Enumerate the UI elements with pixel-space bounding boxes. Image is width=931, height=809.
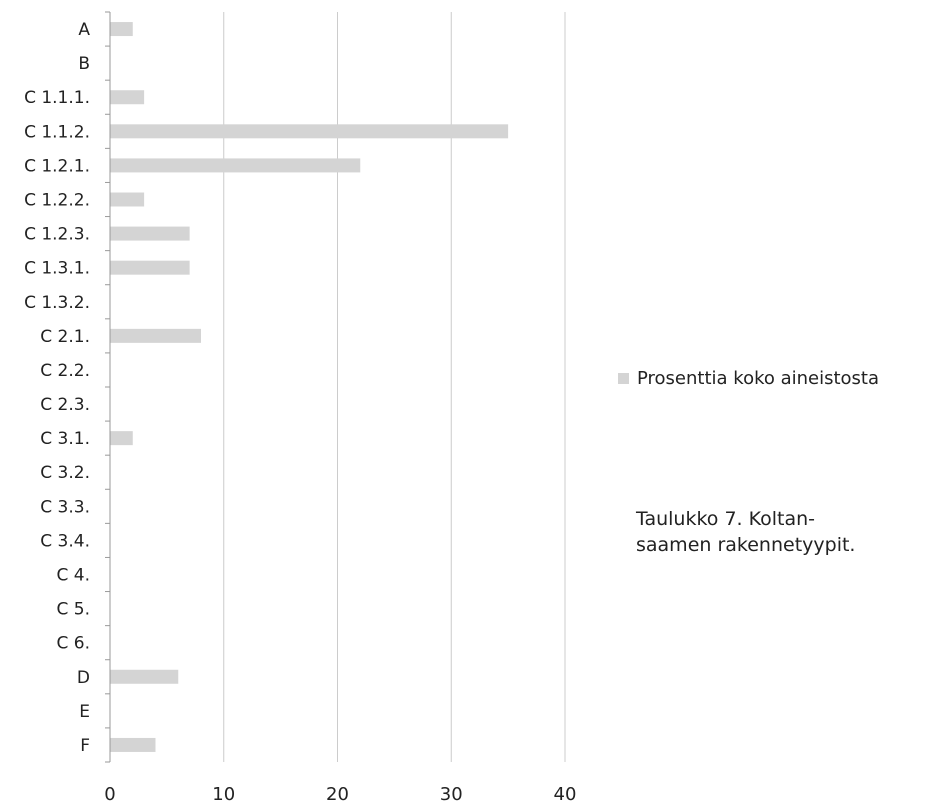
- legend-swatch: [618, 373, 629, 384]
- category-label: C 1.2.1.: [24, 156, 90, 176]
- x-tick-label: 30: [440, 784, 463, 805]
- category-label: C 4.: [57, 566, 91, 586]
- category-label: C 5.: [57, 600, 91, 620]
- bar: [110, 124, 509, 139]
- category-label: C 3.2.: [40, 463, 90, 483]
- bar: [110, 260, 190, 275]
- bar: [110, 22, 133, 37]
- bar: [110, 226, 190, 241]
- x-tick-label: 10: [212, 784, 235, 805]
- bars: [110, 22, 509, 752]
- bar: [110, 90, 145, 105]
- category-label: C 1.1.2.: [24, 122, 90, 142]
- category-label: C 1.1.1.: [24, 88, 90, 108]
- category-label: C 3.3.: [40, 497, 90, 517]
- x-tick-labels: 0 10 20 30 40: [104, 784, 576, 805]
- category-label: C 3.4.: [40, 531, 90, 551]
- category-label: C 1.3.2.: [24, 293, 90, 313]
- bar: [110, 192, 145, 207]
- y-axis: [105, 11, 111, 763]
- bar: [110, 737, 156, 752]
- x-tick-label: 40: [554, 784, 577, 805]
- bar: [110, 431, 133, 446]
- category-label: F: [80, 736, 90, 756]
- legend-label: Prosenttia koko aineistosta: [637, 368, 880, 389]
- caption-line-1: Taulukko 7. Koltan-: [636, 508, 816, 530]
- caption: Taulukko 7. Koltan- saamen rakennetyypit…: [636, 506, 926, 558]
- category-label: C 6.: [57, 634, 91, 654]
- x-tick-label: 0: [104, 784, 115, 805]
- caption-line-2: saamen rakennetyypit.: [636, 534, 856, 556]
- category-label: C 2.1.: [40, 327, 90, 347]
- category-label: C 3.1.: [40, 429, 90, 449]
- bar: [110, 158, 361, 173]
- category-label: D: [77, 668, 90, 688]
- category-label: C 1.2.2.: [24, 191, 90, 211]
- category-label: B: [78, 54, 90, 74]
- category-label: C 1.3.1.: [24, 259, 90, 279]
- category-label: E: [79, 702, 90, 722]
- x-tick-label: 20: [326, 784, 349, 805]
- bar: [110, 669, 179, 684]
- legend: Prosenttia koko aineistosta: [618, 368, 879, 389]
- category-label: A: [78, 20, 90, 40]
- category-label: C 2.2.: [40, 361, 90, 381]
- bar: [110, 328, 201, 343]
- category-label: C 1.2.3.: [24, 225, 90, 245]
- category-labels: AB C 1.1.1. C 1.1.2. C 1.2.1. C 1.2.2. C 1.2.…: [24, 20, 90, 756]
- category-label: C 2.3.: [40, 395, 90, 415]
